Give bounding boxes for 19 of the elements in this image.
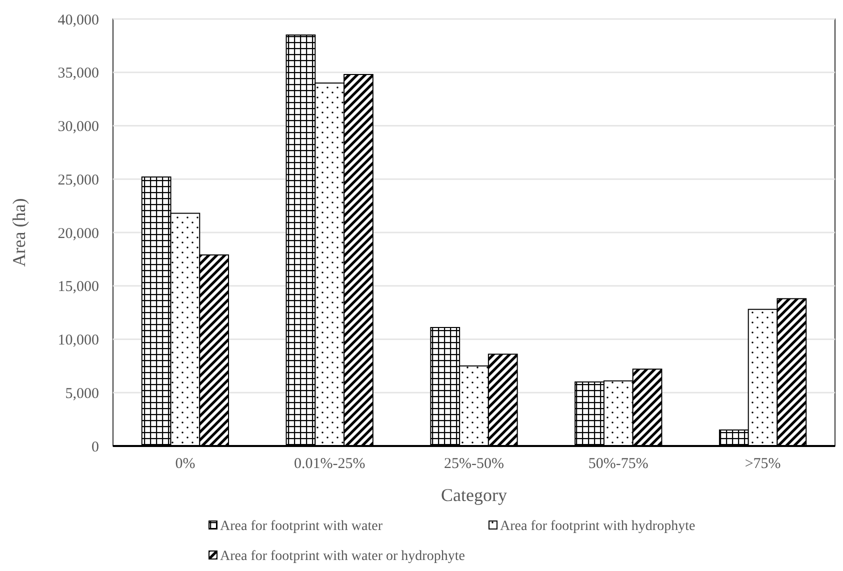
- x-tick-label: 25%-50%: [444, 456, 504, 472]
- x-tick-label: 0.01%-25%: [294, 456, 366, 472]
- legend-label: Area for footprint with water: [220, 519, 383, 534]
- y-tick-label: 5,000: [65, 386, 99, 402]
- x-tick-label: 0%: [175, 456, 196, 472]
- legend-label: Area for footprint with hydrophyte: [500, 519, 696, 534]
- x-tick-label: 50%-75%: [588, 456, 648, 472]
- y-tick-label: 30,000: [58, 119, 99, 135]
- y-tick-label: 40,000: [58, 12, 99, 28]
- y-tick-label: 15,000: [58, 279, 99, 296]
- y-tick-label: 20,000: [58, 226, 99, 242]
- y-tick-label: 35,000: [58, 66, 99, 82]
- x-axis-title: Category: [441, 485, 507, 505]
- y-tick-label: 25,000: [58, 172, 99, 188]
- legend-label: Area for footprint with water or hydrophyte: [220, 549, 465, 564]
- y-tick-label: 0: [92, 439, 99, 456]
- x-tick-label: >75%: [744, 456, 781, 472]
- y-axis-title: Area (ha): [9, 198, 29, 267]
- y-tick-label: 10,000: [58, 332, 99, 348]
